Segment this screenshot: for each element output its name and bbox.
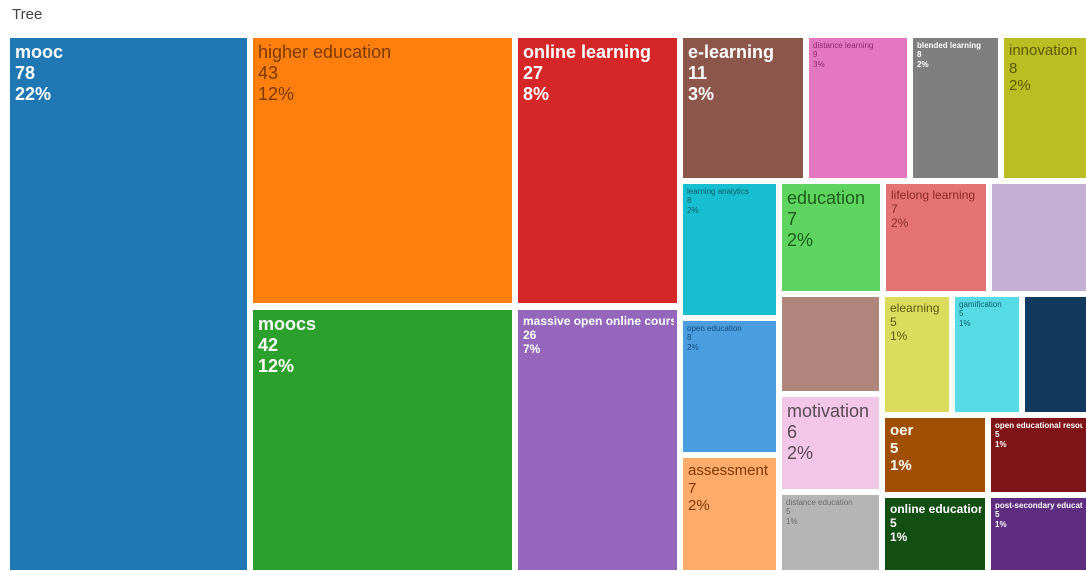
treemap-tile[interactable]: lifelong learning 7 2% bbox=[886, 184, 986, 291]
treemap-tile[interactable] bbox=[992, 184, 1086, 291]
tile-percent: 1% bbox=[890, 530, 908, 545]
tile-label: mooc bbox=[15, 42, 64, 62]
treemap-tile[interactable]: distance learning 9 3% bbox=[809, 38, 907, 178]
tile-value: 5 bbox=[890, 439, 899, 457]
tile-label: elearning bbox=[890, 301, 940, 315]
chart-title: Tree bbox=[12, 6, 43, 23]
tile-label: lifelong learning bbox=[891, 188, 976, 202]
treemap-tile[interactable]: learning analytics 8 2% bbox=[683, 184, 776, 315]
treemap-tile[interactable]: gamification 5 1% bbox=[955, 297, 1019, 412]
treemap-tile[interactable]: online learning 27 8% bbox=[518, 38, 677, 303]
tile-value: 7 bbox=[688, 479, 697, 497]
treemap-tile[interactable]: massive open online courses 26 7% bbox=[518, 310, 677, 570]
tile-percent: 3% bbox=[688, 84, 715, 105]
tile-value: 42 bbox=[258, 335, 279, 356]
tile-value: 78 bbox=[15, 63, 36, 84]
tile-percent: 1% bbox=[890, 329, 908, 344]
tile-value: 5 bbox=[995, 430, 1000, 440]
tile-value: 5 bbox=[995, 510, 1000, 520]
tile-label: post-secondary education bbox=[995, 501, 1083, 510]
tile-value: 5 bbox=[890, 315, 897, 330]
treemap-tile[interactable]: online education 5 1% bbox=[885, 498, 985, 570]
tile-label: motivation bbox=[787, 401, 870, 421]
treemap-tile[interactable]: open education 8 2% bbox=[683, 321, 776, 452]
treemap-tile[interactable]: oer 5 1% bbox=[885, 418, 985, 492]
tile-percent: 1% bbox=[786, 516, 798, 526]
tile-label: oer bbox=[890, 422, 914, 439]
tile-value: 6 bbox=[787, 422, 798, 443]
tile-percent: 2% bbox=[687, 205, 699, 215]
tile-percent: 2% bbox=[917, 59, 929, 69]
tile-percent: 7% bbox=[523, 342, 541, 357]
tile-label: distance learning bbox=[813, 41, 874, 50]
treemap-tile[interactable]: moocs 42 12% bbox=[253, 310, 512, 570]
tile-percent: 2% bbox=[687, 342, 699, 352]
tile-label: open educational resources bbox=[995, 421, 1083, 430]
tile-percent: 2% bbox=[787, 230, 814, 251]
tile-value: 8 bbox=[687, 333, 692, 343]
treemap-tile[interactable]: higher education 43 12% bbox=[253, 38, 512, 303]
tile-label: e-learning bbox=[688, 42, 775, 62]
tile-percent: 3% bbox=[813, 59, 825, 69]
tile-label: massive open online courses bbox=[523, 314, 674, 328]
tile-percent: 2% bbox=[688, 497, 710, 515]
tile-label: innovation bbox=[1009, 42, 1078, 59]
treemap-tile[interactable]: e-learning 11 3% bbox=[683, 38, 803, 178]
treemap-tile[interactable]: open educational resources51% bbox=[991, 418, 1086, 492]
treemap-tile[interactable]: education 7 2% bbox=[782, 184, 880, 291]
tile-label: education bbox=[787, 188, 866, 208]
tile-label: assessment bbox=[688, 462, 769, 479]
tile-percent: 1% bbox=[959, 318, 971, 328]
treemap-tile[interactable]: assessment 7 2% bbox=[683, 458, 776, 570]
tile-percent: 2% bbox=[1009, 77, 1031, 95]
tile-label: moocs bbox=[258, 314, 317, 334]
treemap-tile[interactable]: elearning 5 1% bbox=[885, 297, 949, 412]
tile-percent: 1% bbox=[890, 457, 912, 475]
tile-label: blended learning bbox=[917, 41, 982, 50]
treemap-tile[interactable]: motivation 6 2% bbox=[782, 397, 879, 489]
tile-value: 7 bbox=[787, 209, 798, 230]
tile-percent: 12% bbox=[258, 356, 295, 377]
treemap-tile[interactable]: mooc 78 22% bbox=[10, 38, 247, 570]
tile-value: 7 bbox=[891, 202, 898, 217]
tile-percent: 1% bbox=[995, 439, 1007, 449]
tile-label: learning analytics bbox=[687, 187, 749, 196]
tile-percent: 2% bbox=[891, 216, 909, 231]
tile-label: online education bbox=[890, 502, 982, 516]
tile-value: 8 bbox=[1009, 59, 1018, 77]
tile-value: 27 bbox=[523, 63, 544, 84]
treemap-tile[interactable]: distance education 5 1% bbox=[782, 495, 879, 570]
tile-value: 5 bbox=[786, 507, 791, 517]
tile-value: 8 bbox=[917, 50, 922, 60]
tile-value: 5 bbox=[890, 516, 897, 531]
tile-value: 5 bbox=[959, 309, 964, 319]
treemap-tile[interactable]: blended learning 8 2% bbox=[913, 38, 998, 178]
tile-value: 8 bbox=[687, 196, 692, 206]
treemap-tile[interactable]: innovation 8 2% bbox=[1004, 38, 1086, 178]
tile-label: online learning bbox=[523, 42, 652, 62]
tile-value: 26 bbox=[523, 328, 537, 343]
tile-label: open education bbox=[687, 324, 742, 333]
tile-label: gamification bbox=[959, 300, 1002, 309]
tile-value: 11 bbox=[688, 63, 708, 84]
tile-percent: 8% bbox=[523, 84, 550, 105]
tile-label: distance education bbox=[786, 498, 853, 507]
tile-value: 9 bbox=[813, 50, 818, 60]
tile-percent: 12% bbox=[258, 84, 295, 105]
tile-value: 43 bbox=[258, 63, 279, 84]
treemap-tile[interactable] bbox=[782, 297, 879, 391]
tile-label: higher education bbox=[258, 42, 392, 62]
treemap-tile[interactable] bbox=[1025, 297, 1086, 412]
tile-percent: 1% bbox=[995, 519, 1007, 529]
tile-percent: 22% bbox=[15, 84, 52, 105]
tile-percent: 2% bbox=[787, 443, 814, 464]
